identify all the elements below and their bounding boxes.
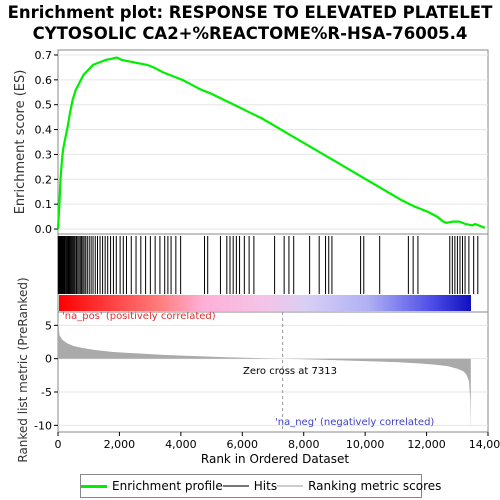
metric-tick-label: 5 (45, 319, 52, 332)
legend-item-hits: Hits (222, 479, 278, 493)
legend-item-ranking: Ranking metric scores (277, 479, 441, 493)
metric-x-tick-label: 12,000 (407, 438, 446, 451)
metric-y-label: Ranked list metric (PreRanked) (16, 277, 30, 462)
metric-x-tick-label: 8,000 (288, 438, 320, 451)
legend-label-hits: Hits (253, 479, 278, 493)
negative-annotation: 'na_neg' (negatively correlated) (275, 417, 434, 428)
legend-swatch-enrichment (81, 484, 107, 488)
metric-x-tick-label: 0 (55, 438, 62, 451)
positive-annotation: 'na_pos' (positively correlated) (62, 311, 216, 322)
metric-x-tick-label: 10,000 (346, 438, 385, 451)
legend-swatch-hits (222, 485, 249, 487)
legend: Enrichment profile Hits Ranking metric s… (80, 474, 441, 498)
hit-markers (57, 236, 479, 294)
metric-x-tick-label: 2,000 (104, 438, 136, 451)
chart-title-line2: CYTOSOLIC CA2+%REACTOME%R-HSA-76005.4 (32, 24, 468, 43)
metric-tick-label: 0 (45, 353, 52, 366)
es-tick-label: 0.4 (35, 124, 53, 137)
rank-color-bar (59, 295, 471, 311)
legend-item-enrichment: Enrichment profile (81, 479, 223, 493)
metric-tick-label: -10 (34, 419, 52, 432)
metric-x-tick-label: 14,000 (469, 438, 500, 451)
metric-x-tick-label: 4,000 (165, 438, 197, 451)
enrichment-profile-line (56, 56, 486, 230)
legend-swatch-ranking (277, 485, 304, 487)
es-panel-frame (57, 49, 489, 235)
es-tick-label: 0.6 (35, 74, 53, 87)
legend-label-ranking: Ranking metric scores (308, 479, 442, 493)
metric-x-label: Rank in Ordered Dataset (201, 452, 349, 466)
chart-title-line1: Enrichment plot: RESPONSE TO ELEVATED PL… (7, 3, 493, 22)
metric-panel-frame (57, 311, 489, 433)
es-tick-label: 0.0 (35, 223, 53, 236)
es-tick-label: 0.1 (35, 198, 53, 211)
es-tick-label: 0.2 (35, 173, 53, 186)
es-tick-label: 0.7 (35, 49, 53, 62)
es-tick-label: 0.3 (35, 148, 53, 161)
metric-x-tick-label: 6,000 (227, 438, 259, 451)
zero-cross-annotation: Zero cross at 7313 (243, 366, 337, 377)
metric-tick-label: -5 (41, 386, 52, 399)
es-y-label: Enrichment score (ES) (13, 70, 28, 215)
legend-label-enrichment: Enrichment profile (112, 479, 223, 493)
es-tick-label: 0.5 (35, 99, 53, 112)
